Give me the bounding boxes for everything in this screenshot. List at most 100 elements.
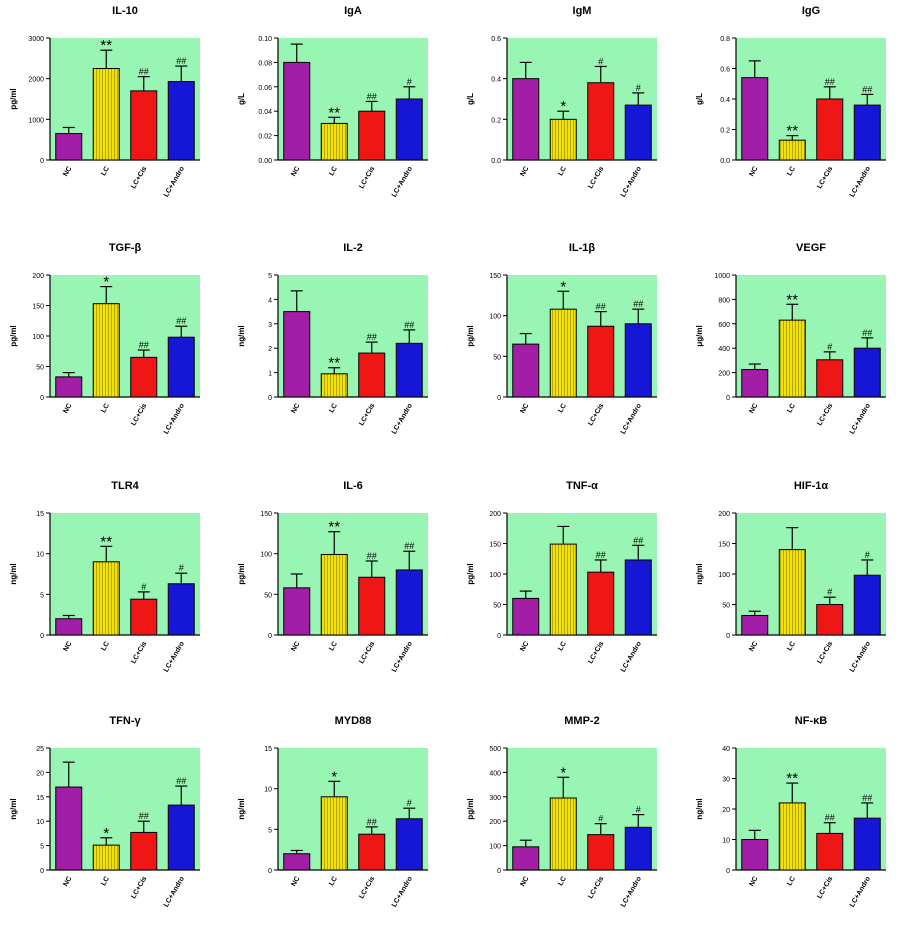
x-tick-label: LC+Andro bbox=[163, 403, 186, 436]
y-tick-label: 0.10 bbox=[258, 36, 272, 43]
bar-lc-andro bbox=[395, 98, 423, 161]
x-tick-label: LC bbox=[557, 641, 568, 653]
significance-label: * bbox=[560, 278, 566, 295]
significance-label: ## bbox=[404, 541, 414, 551]
x-tick-label: NC bbox=[748, 166, 759, 178]
x-tick-label: LC+Cis bbox=[587, 165, 605, 190]
x-tick-label: LC+Andro bbox=[849, 403, 872, 436]
significance-label: ## bbox=[825, 77, 835, 87]
y-axis-label: μg/ml bbox=[695, 325, 704, 346]
bar-lc-andro bbox=[395, 342, 423, 398]
bar-lc bbox=[92, 844, 120, 871]
bar-lc-andro bbox=[395, 569, 423, 636]
y-tick-label: 150 bbox=[718, 542, 730, 549]
x-tick-label: LC+Andro bbox=[620, 166, 643, 199]
chart-tfn: TFN-γ ng/ml 0 5 10 15 20 25 NC * LC ## LC+Cis ## LC+An… bbox=[9, 715, 200, 908]
y-tick-label: 100 bbox=[718, 572, 730, 579]
bar-lc bbox=[549, 543, 577, 636]
y-tick-label: 0 bbox=[726, 395, 730, 402]
y-axis-label: ng/ml bbox=[237, 798, 246, 819]
x-tick-label: LC+Cis bbox=[130, 165, 148, 190]
y-tick-label: 400 bbox=[718, 346, 730, 353]
x-tick-label: LC+Cis bbox=[358, 640, 376, 665]
chart-iga: IgA g/L 0.00 0.02 0.04 0.06 0.08 0.10 NC ** LC ## LC… bbox=[237, 5, 428, 198]
significance-label: ## bbox=[633, 535, 643, 545]
bar-lc-andro bbox=[167, 81, 195, 161]
y-tick-label: 0 bbox=[268, 633, 272, 640]
y-tick-label: 15 bbox=[264, 746, 272, 753]
chart-title: HIF-1α bbox=[794, 480, 829, 492]
chart-myd88: MYD88 ng/ml 0 5 10 15 NC * LC ## LC+Cis # LC+Andro bbox=[237, 715, 428, 908]
significance-label: ## bbox=[139, 67, 149, 77]
y-tick-label: 100 bbox=[260, 552, 272, 559]
bar-nc bbox=[741, 839, 769, 871]
y-tick-label: 50 bbox=[264, 592, 272, 599]
y-tick-label: 0.6 bbox=[491, 36, 501, 43]
x-tick-label: LC+Cis bbox=[816, 875, 834, 900]
significance-label: * bbox=[560, 764, 566, 781]
chart-il-6: IL-6 pg/ml 0 50 100 150 NC ** LC ## LC+Cis ## LC+And… bbox=[237, 480, 428, 673]
x-tick-label: LC bbox=[557, 166, 568, 178]
significance-label: # bbox=[179, 563, 184, 573]
y-tick-label: 200 bbox=[489, 819, 501, 826]
significance-label: ** bbox=[786, 291, 798, 308]
bar-lc-andro bbox=[167, 336, 195, 398]
x-tick-label: LC+Cis bbox=[587, 640, 605, 665]
y-tick-label: 100 bbox=[489, 314, 501, 321]
significance-label: ## bbox=[367, 817, 377, 827]
y-tick-label: 0.4 bbox=[720, 97, 730, 104]
significance-label: ## bbox=[139, 811, 149, 821]
significance-label: ** bbox=[328, 519, 340, 536]
y-tick-label: 600 bbox=[718, 322, 730, 329]
y-axis-label: pg/ml bbox=[9, 88, 18, 109]
significance-label: # bbox=[827, 587, 832, 597]
chart-title: IgA bbox=[344, 5, 362, 17]
y-axis-label: g/L bbox=[237, 93, 246, 105]
significance-label: * bbox=[560, 98, 566, 115]
x-tick-label: LC bbox=[100, 641, 111, 653]
x-tick-label: LC+Cis bbox=[358, 875, 376, 900]
x-tick-label: LC+Andro bbox=[391, 403, 414, 436]
y-tick-label: 0 bbox=[497, 395, 501, 402]
significance-label: ## bbox=[404, 320, 414, 330]
bar-nc bbox=[55, 133, 83, 161]
x-tick-label: NC bbox=[290, 876, 301, 888]
significance-label: ## bbox=[176, 316, 186, 326]
bar-lc-cis bbox=[130, 831, 158, 871]
bar-nc bbox=[512, 597, 540, 636]
chart-title: TFN-γ bbox=[109, 715, 141, 727]
chart-vegf: VEGF μg/ml 0 200 400 600 800 1000 NC ** LC # LC+Cis #… bbox=[695, 242, 886, 435]
bar-lc bbox=[92, 68, 120, 161]
bar-lc-andro bbox=[624, 826, 652, 871]
x-tick-label: LC+Cis bbox=[816, 640, 834, 665]
bar-lc-cis bbox=[587, 571, 615, 636]
y-tick-label: 30 bbox=[722, 777, 730, 784]
significance-label: # bbox=[598, 56, 603, 66]
significance-label: ## bbox=[862, 793, 872, 803]
y-axis-label: ng/ml bbox=[9, 563, 18, 584]
y-axis-label: pg/ml bbox=[466, 325, 475, 346]
y-tick-label: 0 bbox=[40, 158, 44, 165]
significance-label: # bbox=[407, 798, 412, 808]
x-tick-label: LC+Cis bbox=[130, 875, 148, 900]
significance-label: ** bbox=[100, 533, 112, 550]
bar-lc bbox=[549, 118, 577, 161]
bar-lc bbox=[92, 303, 120, 398]
y-tick-label: 15 bbox=[36, 511, 44, 518]
chart-title: IL-1β bbox=[569, 242, 596, 254]
significance-label: ## bbox=[367, 91, 377, 101]
y-tick-label: 0 bbox=[40, 395, 44, 402]
chart-title: MMP-2 bbox=[564, 715, 599, 727]
y-tick-label: 2 bbox=[268, 346, 272, 353]
y-tick-label: 200 bbox=[489, 511, 501, 518]
chart-title: IL-6 bbox=[343, 480, 363, 492]
y-tick-label: 100 bbox=[32, 334, 44, 341]
x-tick-label: LC+Cis bbox=[358, 402, 376, 427]
chart-igm: IgM g/L 0.0 0.2 0.4 0.6 NC * LC # LC+Cis # LC+Andro bbox=[466, 5, 657, 198]
y-axis-label: g/L bbox=[466, 93, 475, 105]
bar-nc bbox=[283, 853, 311, 871]
y-tick-label: 1000 bbox=[714, 273, 730, 280]
bar-nc bbox=[512, 343, 540, 398]
y-tick-label: 50 bbox=[493, 603, 501, 610]
bar-lc-cis bbox=[816, 832, 844, 871]
